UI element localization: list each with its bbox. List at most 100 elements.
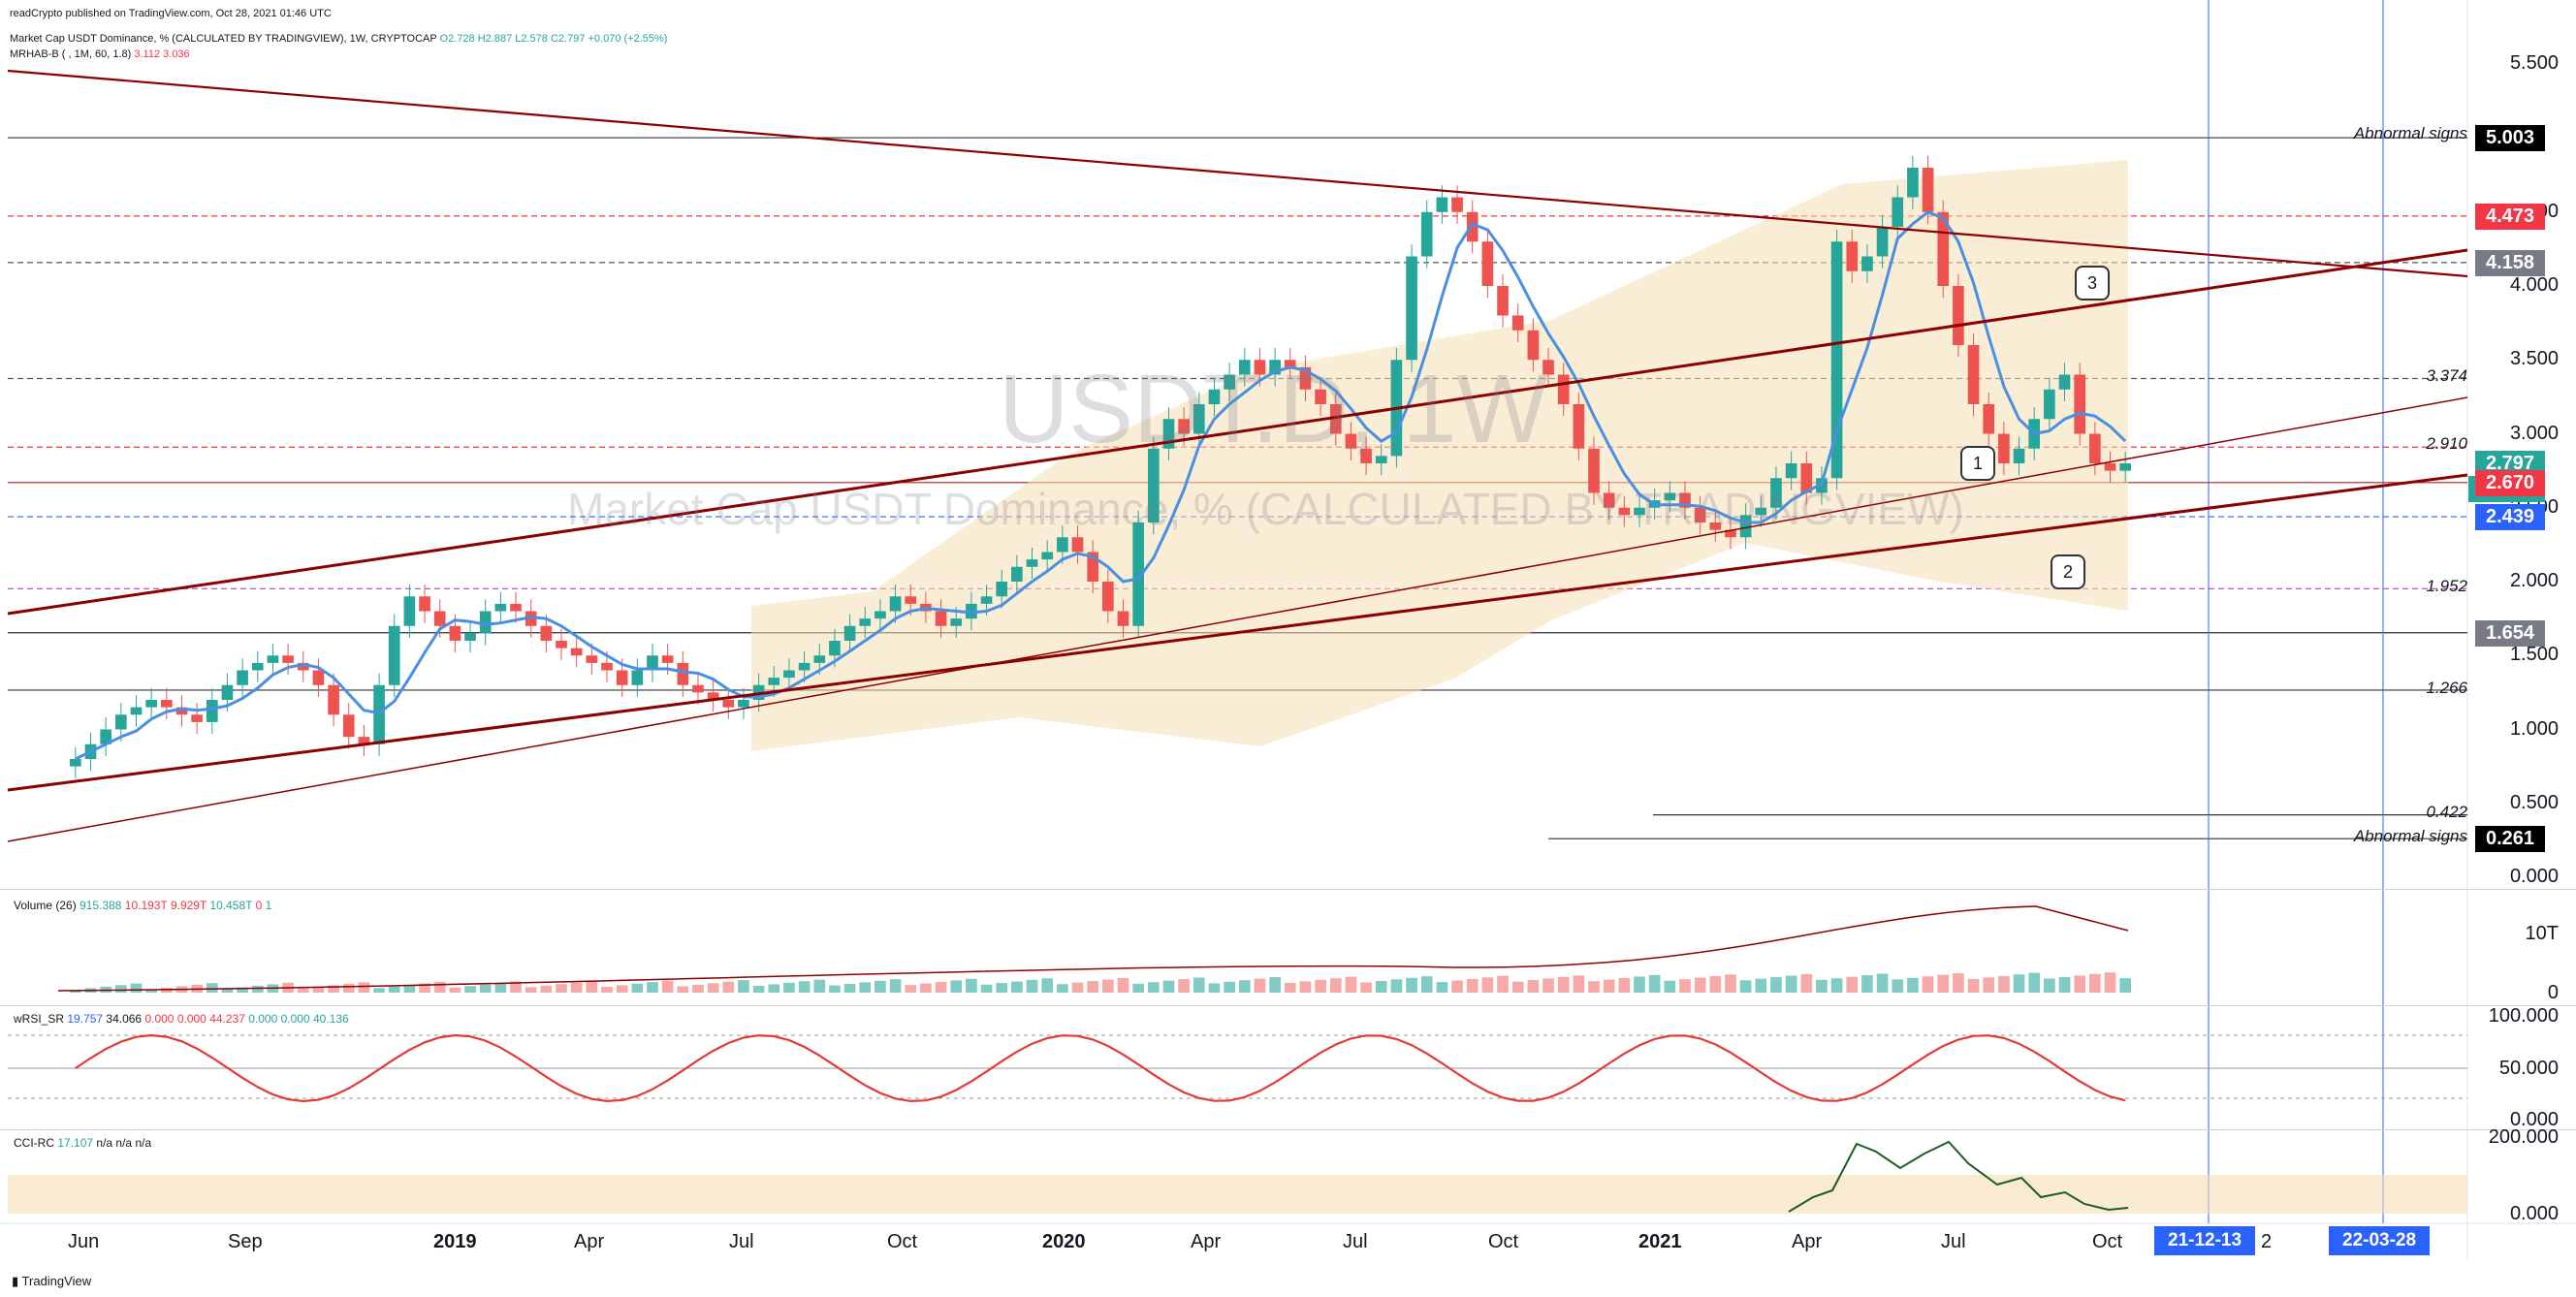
candle-body: [358, 737, 370, 744]
candle-body: [1011, 566, 1023, 582]
volume-bar: [1011, 981, 1023, 993]
volume-bar: [843, 984, 856, 993]
candle-body: [1162, 419, 1175, 449]
date-marker-2[interactable]: 22-03-28: [2329, 1226, 2431, 1255]
candle-body: [1800, 463, 1813, 493]
level-3374: 3.374: [2426, 366, 2467, 385]
candle-body: [843, 625, 856, 641]
candle-body: [1406, 256, 1417, 361]
candle-body: [1557, 374, 1570, 404]
candle-body: [1953, 286, 1964, 345]
candle-body: [935, 611, 947, 626]
date-marker-1[interactable]: 21-12-13: [2154, 1226, 2256, 1255]
volume-bar: [722, 981, 735, 993]
volume-bar: [1269, 977, 1281, 993]
cci-tick-0: 0.000: [2509, 1203, 2559, 1224]
volume-v2: 9.929T: [170, 899, 207, 912]
cci-v1: n/a: [96, 1136, 113, 1150]
volume-bar: [2089, 973, 2101, 993]
candle-body: [419, 596, 430, 612]
candle-body: [2104, 463, 2116, 471]
volume-bar: [661, 980, 674, 993]
pane-separator-cci[interactable]: [0, 1129, 2576, 1130]
candle-body: [647, 655, 658, 671]
candle-body: [1254, 360, 1266, 375]
pane-separator-rsi[interactable]: [0, 1005, 2576, 1006]
volume-bar: [1557, 976, 1570, 993]
volume-v0: 915.388: [80, 899, 122, 912]
volume-bar: [996, 983, 1008, 993]
candle-body: [1132, 522, 1144, 626]
rsi-v0: 19.757: [67, 1012, 104, 1026]
volume-bar: [1542, 978, 1554, 993]
volume-bar: [1041, 978, 1054, 993]
candle-body: [1147, 448, 1160, 522]
candle-body: [1329, 404, 1342, 434]
cci-v0: 17.107: [57, 1136, 94, 1150]
time-tick: Apr: [1792, 1231, 1823, 1252]
brand-icon: ▮: [12, 1274, 19, 1288]
volume-bar: [1132, 983, 1144, 993]
volume-bar: [1573, 975, 1585, 993]
volume-bar: [1709, 975, 1722, 993]
volume-bar: [783, 982, 795, 993]
rsi-v6: 0.000: [280, 1012, 310, 1026]
candle-body: [813, 655, 826, 663]
candle-body: [1057, 537, 1068, 553]
series-title: Market Cap USDT Dominance, % (CALCULATED…: [10, 33, 667, 45]
candle-body: [1876, 227, 1889, 257]
tradingview-logo[interactable]: ▮ TradingView: [12, 1274, 91, 1289]
rsi-v5: 0.000: [248, 1012, 278, 1026]
volume-bar: [1436, 982, 1448, 993]
volume-bar: [1664, 980, 1676, 993]
volume-bar: [1481, 977, 1494, 993]
volume-bar: [1329, 978, 1342, 993]
volume-bar: [980, 984, 993, 993]
volume-bar: [1694, 977, 1706, 993]
candle-body: [70, 759, 81, 767]
candle-body: [479, 611, 492, 634]
volatility-band: [751, 160, 2128, 751]
price-tick: 0.000: [2509, 866, 2559, 887]
candle-body: [1451, 197, 1463, 212]
candle-body: [1041, 552, 1054, 560]
volume-bar: [358, 982, 370, 993]
volume-bar: [647, 982, 658, 993]
candle-body: [2044, 389, 2055, 420]
time-tick: 2019: [433, 1231, 477, 1252]
volume-bar: [752, 986, 765, 993]
volume-bar: [570, 982, 583, 993]
volume-bar: [206, 983, 218, 993]
callout-2[interactable]: 2: [2051, 554, 2085, 589]
candle-body: [1998, 433, 2010, 463]
volume-bar: [114, 985, 127, 993]
callout-1[interactable]: 1: [1960, 446, 1995, 481]
candle-body: [328, 684, 339, 715]
candle-body: [540, 625, 553, 641]
callout-3[interactable]: 3: [2075, 266, 2110, 301]
volume-bar: [1254, 978, 1266, 993]
time-tick: Oct: [2092, 1231, 2123, 1252]
price-badge: 2.670: [2475, 469, 2545, 496]
candle-body: [889, 596, 902, 612]
volume-name: Volume (26): [14, 899, 77, 912]
volume-bar: [829, 985, 841, 993]
candle-body: [1087, 552, 1098, 582]
volume-bar: [373, 988, 385, 993]
candle-body: [1315, 389, 1326, 404]
volume-bar: [1360, 982, 1372, 993]
candle-body: [1436, 197, 1448, 212]
candle-body: [1967, 345, 1980, 404]
candle-body: [707, 692, 719, 700]
volume-bar: [130, 983, 143, 993]
cci-v3: n/a: [135, 1136, 152, 1150]
pane-separator-volume[interactable]: [0, 889, 2576, 890]
candle-body: [1907, 168, 1919, 198]
time-tick: Sep: [228, 1231, 263, 1252]
candle-body: [1725, 529, 1736, 538]
candle-body: [1481, 241, 1494, 286]
volume-bar: [433, 981, 446, 993]
candle-body: [1983, 404, 1995, 434]
volume-bar: [1147, 982, 1160, 993]
